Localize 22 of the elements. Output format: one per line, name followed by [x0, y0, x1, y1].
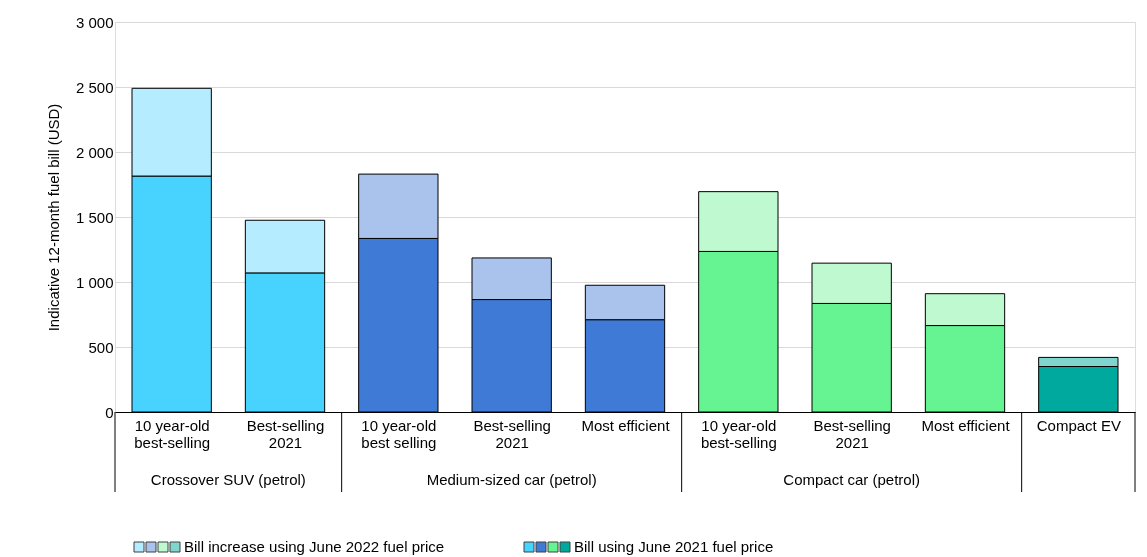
- y-tick-label: 1 500: [75, 208, 114, 226]
- y-tick-label: 2 000: [75, 143, 114, 161]
- text: Compact car (petrol): [783, 471, 921, 488]
- legend-label: Bill increase using June 2022 fuel price: [184, 538, 445, 555]
- x-tick-label: 10 year-old best selling: [361, 416, 437, 451]
- x-tick-label: 10 year-old best-selling: [134, 416, 211, 451]
- y-tick-label: 2 500: [75, 78, 114, 96]
- y-tick-label: 1 000: [75, 273, 114, 291]
- x-tick-label: Best-selling 2021: [813, 416, 891, 451]
- legend-label: Bill using June 2021 fuel price: [574, 538, 774, 555]
- x-tick-label: Best-selling 2021: [246, 416, 325, 451]
- y-tick-label: 0: [105, 403, 114, 421]
- x-tick-label: Compact EV: [1036, 416, 1121, 434]
- text: Medium-sized car (petrol): [426, 471, 597, 488]
- y-axis-title: Indicative 12-month fuel bill (USD): [44, 103, 62, 332]
- y-tick-label: 500: [88, 338, 114, 356]
- x-tick-label: 10 year-old best-selling: [700, 416, 777, 451]
- x-tick-label: Most efficient: [921, 416, 1011, 434]
- text: Crossover SUV (petrol): [150, 471, 306, 488]
- x-tick-label: Best-selling 2021: [473, 416, 551, 451]
- y-tick-label: 3 000: [75, 13, 114, 31]
- x-tick-label: Most efficient: [581, 416, 671, 434]
